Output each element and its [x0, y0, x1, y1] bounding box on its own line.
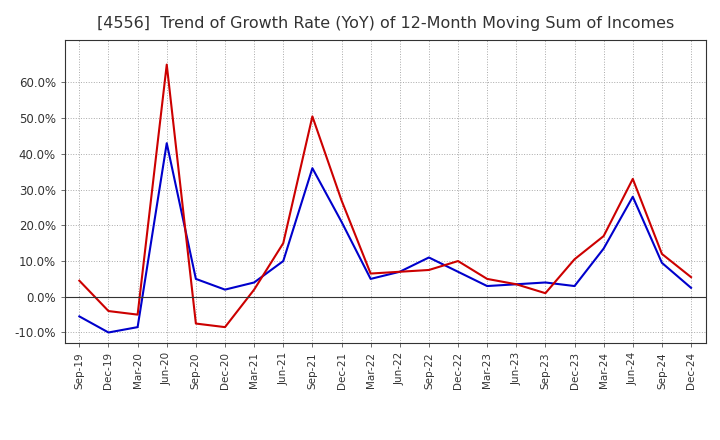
- Net Income Growth Rate: [75, 278, 84, 283]
- Ordinary Income Growth Rate: [541, 280, 550, 285]
- Ordinary Income Growth Rate: [687, 285, 696, 290]
- Net Income Growth Rate: [483, 276, 492, 282]
- Net Income Growth Rate: [454, 258, 462, 264]
- Net Income Growth Rate: [337, 198, 346, 203]
- Ordinary Income Growth Rate: [366, 276, 375, 282]
- Ordinary Income Growth Rate: [483, 283, 492, 289]
- Ordinary Income Growth Rate: [657, 260, 666, 265]
- Net Income Growth Rate: [308, 114, 317, 119]
- Ordinary Income Growth Rate: [220, 287, 229, 292]
- Net Income Growth Rate: [395, 269, 404, 275]
- Net Income Growth Rate: [512, 282, 521, 287]
- Net Income Growth Rate: [629, 176, 637, 182]
- Ordinary Income Growth Rate: [163, 140, 171, 146]
- Ordinary Income Growth Rate: [395, 269, 404, 275]
- Net Income Growth Rate: [570, 257, 579, 262]
- Net Income Growth Rate: [250, 287, 258, 292]
- Ordinary Income Growth Rate: [133, 324, 142, 330]
- Net Income Growth Rate: [192, 321, 200, 326]
- Net Income Growth Rate: [425, 268, 433, 273]
- Ordinary Income Growth Rate: [425, 255, 433, 260]
- Ordinary Income Growth Rate: [599, 246, 608, 251]
- Line: Ordinary Income Growth Rate: Ordinary Income Growth Rate: [79, 143, 691, 333]
- Ordinary Income Growth Rate: [104, 330, 113, 335]
- Ordinary Income Growth Rate: [192, 276, 200, 282]
- Ordinary Income Growth Rate: [250, 280, 258, 285]
- Ordinary Income Growth Rate: [337, 219, 346, 224]
- Line: Net Income Growth Rate: Net Income Growth Rate: [79, 65, 691, 327]
- Ordinary Income Growth Rate: [454, 269, 462, 275]
- Ordinary Income Growth Rate: [629, 194, 637, 199]
- Title: [4556]  Trend of Growth Rate (YoY) of 12-Month Moving Sum of Incomes: [4556] Trend of Growth Rate (YoY) of 12-…: [96, 16, 674, 32]
- Net Income Growth Rate: [133, 312, 142, 317]
- Net Income Growth Rate: [220, 324, 229, 330]
- Ordinary Income Growth Rate: [308, 165, 317, 171]
- Ordinary Income Growth Rate: [279, 258, 287, 264]
- Ordinary Income Growth Rate: [570, 283, 579, 289]
- Net Income Growth Rate: [104, 308, 113, 314]
- Ordinary Income Growth Rate: [75, 314, 84, 319]
- Net Income Growth Rate: [279, 241, 287, 246]
- Net Income Growth Rate: [687, 275, 696, 280]
- Net Income Growth Rate: [163, 62, 171, 67]
- Ordinary Income Growth Rate: [512, 282, 521, 287]
- Net Income Growth Rate: [657, 251, 666, 257]
- Net Income Growth Rate: [541, 290, 550, 296]
- Net Income Growth Rate: [366, 271, 375, 276]
- Net Income Growth Rate: [599, 233, 608, 238]
